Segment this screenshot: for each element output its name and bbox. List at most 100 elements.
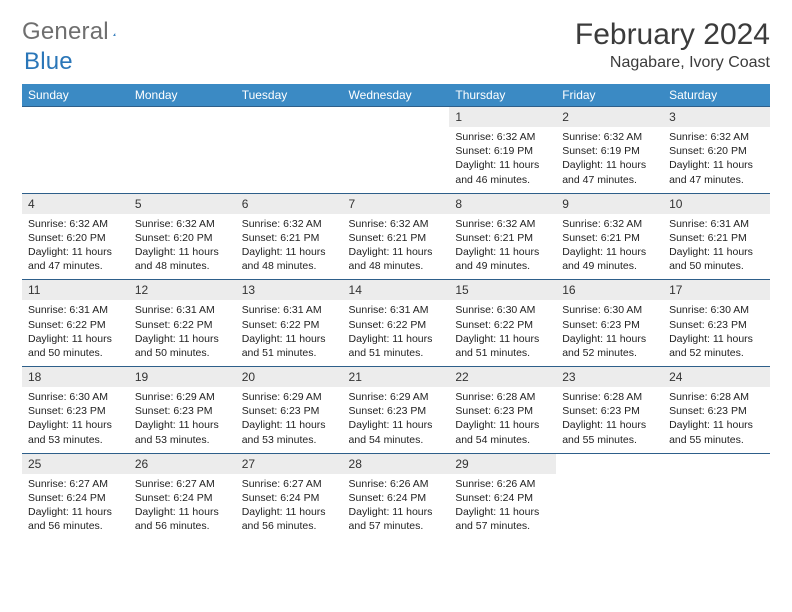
daylight-line: Daylight: 11 hours and 49 minutes. [455,245,550,273]
sunrise-line: Sunrise: 6:30 AM [455,303,550,317]
day-number: 5 [129,194,236,214]
sunrise-line: Sunrise: 6:26 AM [349,477,444,491]
day-number: 18 [22,367,129,387]
daylight-line: Daylight: 11 hours and 56 minutes. [28,505,123,533]
day-details: Sunrise: 6:26 AMSunset: 6:24 PMDaylight:… [343,474,450,540]
sunset-line: Sunset: 6:23 PM [135,404,230,418]
day-cell: 11Sunrise: 6:31 AMSunset: 6:22 PMDayligh… [22,280,129,367]
logo-sail-icon [113,23,117,41]
day-number: 26 [129,454,236,474]
daylight-line: Daylight: 11 hours and 47 minutes. [562,158,657,186]
day-number: 10 [663,194,770,214]
sunrise-line: Sunrise: 6:31 AM [669,217,764,231]
daylight-line: Daylight: 11 hours and 47 minutes. [669,158,764,186]
sunset-line: Sunset: 6:20 PM [135,231,230,245]
day-details: Sunrise: 6:28 AMSunset: 6:23 PMDaylight:… [663,387,770,453]
day-number: 15 [449,280,556,300]
week-row: 1Sunrise: 6:32 AMSunset: 6:19 PMDaylight… [22,107,770,194]
sunrise-line: Sunrise: 6:32 AM [28,217,123,231]
day-details: Sunrise: 6:31 AMSunset: 6:21 PMDaylight:… [663,214,770,280]
day-number: 13 [236,280,343,300]
week-row: 11Sunrise: 6:31 AMSunset: 6:22 PMDayligh… [22,280,770,367]
sunrise-line: Sunrise: 6:32 AM [349,217,444,231]
day-cell: 21Sunrise: 6:29 AMSunset: 6:23 PMDayligh… [343,367,450,454]
day-details: Sunrise: 6:32 AMSunset: 6:20 PMDaylight:… [129,214,236,280]
dayname-monday: Monday [129,84,236,107]
dayname-saturday: Saturday [663,84,770,107]
day-details: Sunrise: 6:30 AMSunset: 6:22 PMDaylight:… [449,300,556,366]
day-details: Sunrise: 6:31 AMSunset: 6:22 PMDaylight:… [236,300,343,366]
sunrise-line: Sunrise: 6:31 AM [28,303,123,317]
day-number: 22 [449,367,556,387]
dayname-wednesday: Wednesday [343,84,450,107]
sunrise-line: Sunrise: 6:28 AM [455,390,550,404]
sunrise-line: Sunrise: 6:32 AM [242,217,337,231]
day-details: Sunrise: 6:32 AMSunset: 6:20 PMDaylight:… [22,214,129,280]
day-number: 17 [663,280,770,300]
sunrise-line: Sunrise: 6:32 AM [455,217,550,231]
sunrise-line: Sunrise: 6:27 AM [28,477,123,491]
daylight-line: Daylight: 11 hours and 57 minutes. [455,505,550,533]
sunset-line: Sunset: 6:23 PM [669,318,764,332]
day-details: Sunrise: 6:32 AMSunset: 6:19 PMDaylight:… [556,127,663,193]
day-number: 1 [449,107,556,127]
daylight-line: Daylight: 11 hours and 56 minutes. [242,505,337,533]
day-cell [556,453,663,539]
day-details: Sunrise: 6:29 AMSunset: 6:23 PMDaylight:… [236,387,343,453]
daylight-line: Daylight: 11 hours and 55 minutes. [669,418,764,446]
day-number: 2 [556,107,663,127]
day-cell: 26Sunrise: 6:27 AMSunset: 6:24 PMDayligh… [129,453,236,539]
daylight-line: Daylight: 11 hours and 48 minutes. [135,245,230,273]
sunrise-line: Sunrise: 6:29 AM [242,390,337,404]
day-cell: 28Sunrise: 6:26 AMSunset: 6:24 PMDayligh… [343,453,450,539]
sunrise-line: Sunrise: 6:27 AM [242,477,337,491]
sunrise-line: Sunrise: 6:30 AM [669,303,764,317]
dayname-tuesday: Tuesday [236,84,343,107]
day-details: Sunrise: 6:29 AMSunset: 6:23 PMDaylight:… [129,387,236,453]
day-cell: 24Sunrise: 6:28 AMSunset: 6:23 PMDayligh… [663,367,770,454]
day-cell [22,107,129,194]
daylight-line: Daylight: 11 hours and 48 minutes. [349,245,444,273]
daylight-line: Daylight: 11 hours and 51 minutes. [455,332,550,360]
day-number: 11 [22,280,129,300]
day-cell: 2Sunrise: 6:32 AMSunset: 6:19 PMDaylight… [556,107,663,194]
calendar-thead: SundayMondayTuesdayWednesdayThursdayFrid… [22,84,770,107]
sunset-line: Sunset: 6:21 PM [669,231,764,245]
calendar-tbody: 1Sunrise: 6:32 AMSunset: 6:19 PMDaylight… [22,107,770,540]
day-cell: 14Sunrise: 6:31 AMSunset: 6:22 PMDayligh… [343,280,450,367]
day-cell: 15Sunrise: 6:30 AMSunset: 6:22 PMDayligh… [449,280,556,367]
sunrise-line: Sunrise: 6:32 AM [669,130,764,144]
sunset-line: Sunset: 6:24 PM [349,491,444,505]
day-cell: 3Sunrise: 6:32 AMSunset: 6:20 PMDaylight… [663,107,770,194]
sunrise-line: Sunrise: 6:27 AM [135,477,230,491]
day-cell: 5Sunrise: 6:32 AMSunset: 6:20 PMDaylight… [129,193,236,280]
day-cell [343,107,450,194]
sunset-line: Sunset: 6:19 PM [455,144,550,158]
sunrise-line: Sunrise: 6:28 AM [669,390,764,404]
sunrise-line: Sunrise: 6:32 AM [455,130,550,144]
week-row: 18Sunrise: 6:30 AMSunset: 6:23 PMDayligh… [22,367,770,454]
day-number: 24 [663,367,770,387]
day-cell: 10Sunrise: 6:31 AMSunset: 6:21 PMDayligh… [663,193,770,280]
sunset-line: Sunset: 6:23 PM [349,404,444,418]
title-block: February 2024 Nagabare, Ivory Coast [575,18,770,72]
day-details: Sunrise: 6:31 AMSunset: 6:22 PMDaylight:… [22,300,129,366]
sunrise-line: Sunrise: 6:29 AM [349,390,444,404]
daylight-line: Daylight: 11 hours and 48 minutes. [242,245,337,273]
location: Nagabare, Ivory Coast [575,54,770,72]
day-number: 12 [129,280,236,300]
sunset-line: Sunset: 6:23 PM [562,318,657,332]
day-number: 23 [556,367,663,387]
week-row: 4Sunrise: 6:32 AMSunset: 6:20 PMDaylight… [22,193,770,280]
week-row: 25Sunrise: 6:27 AMSunset: 6:24 PMDayligh… [22,453,770,539]
sunrise-line: Sunrise: 6:30 AM [562,303,657,317]
day-number: 29 [449,454,556,474]
daylight-line: Daylight: 11 hours and 57 minutes. [349,505,444,533]
day-cell: 22Sunrise: 6:28 AMSunset: 6:23 PMDayligh… [449,367,556,454]
day-details: Sunrise: 6:28 AMSunset: 6:23 PMDaylight:… [556,387,663,453]
day-number: 14 [343,280,450,300]
day-cell: 7Sunrise: 6:32 AMSunset: 6:21 PMDaylight… [343,193,450,280]
daylight-line: Daylight: 11 hours and 56 minutes. [135,505,230,533]
sunset-line: Sunset: 6:21 PM [242,231,337,245]
sunset-line: Sunset: 6:24 PM [455,491,550,505]
